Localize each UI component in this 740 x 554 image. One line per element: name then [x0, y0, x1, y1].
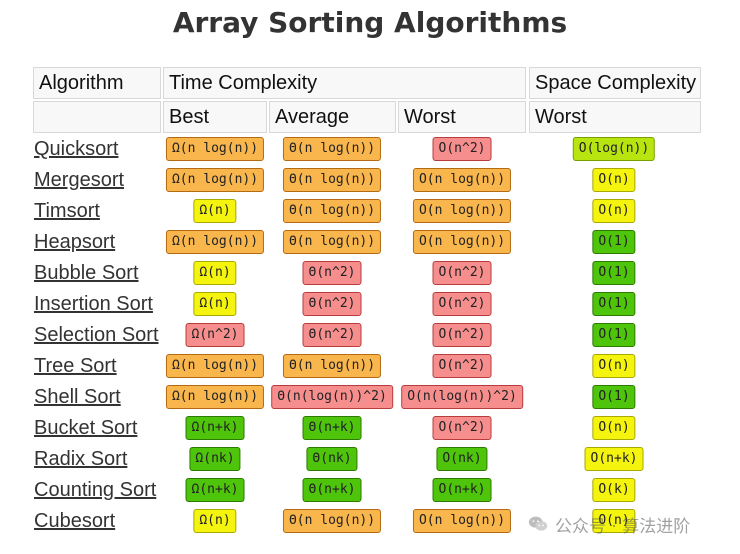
average-complexity-badge: Θ(n log(n))	[282, 354, 382, 378]
best-complexity-badge: Ω(n+k)	[185, 416, 245, 440]
worst-complexity-badge: O(n log(n))	[412, 199, 512, 223]
space-worst-complexity-badge: O(1)	[592, 385, 636, 409]
average-complexity-badge: Θ(n+k)	[302, 478, 362, 502]
worst-complexity-badge: O(n log(n))	[412, 509, 512, 533]
space-worst-complexity-badge: O(n)	[592, 509, 636, 533]
best-complexity-badge: Ω(n)	[193, 199, 237, 223]
header-space-worst-label: Worst	[535, 105, 587, 128]
header-algorithm: Algorithm	[33, 67, 161, 99]
algorithm-link[interactable]: Counting Sort	[34, 479, 157, 501]
algorithm-link[interactable]: Bubble Sort	[34, 262, 139, 284]
wechat-icon	[528, 516, 548, 531]
space-worst-complexity-badge: O(n)	[592, 354, 636, 378]
watermark-text: 公众号 · 算法进阶	[555, 516, 691, 537]
header-best-label: Best	[169, 105, 210, 128]
best-complexity-badge: Ω(n log(n))	[165, 230, 265, 254]
average-complexity-badge: Θ(n log(n))	[282, 168, 382, 192]
average-complexity-badge: Θ(n^2)	[302, 292, 362, 316]
space-worst-complexity-badge: O(k)	[592, 478, 636, 502]
algorithm-link[interactable]: Bucket Sort	[34, 417, 138, 439]
algorithm-link[interactable]: Shell Sort	[34, 386, 121, 408]
worst-complexity-badge: O(n^2)	[432, 137, 492, 161]
header-average-label: Average	[275, 105, 350, 128]
algorithm-link[interactable]: Timsort	[34, 200, 100, 222]
best-complexity-badge: Ω(n)	[193, 509, 237, 533]
best-complexity-badge: Ω(n+k)	[185, 478, 245, 502]
worst-complexity-badge: O(n log(n))	[412, 230, 512, 254]
worst-complexity-badge: O(n^2)	[432, 354, 492, 378]
header-space-complexity-label: Space Complexity	[535, 71, 697, 94]
best-complexity-badge: Ω(n)	[193, 292, 237, 316]
algorithm-link[interactable]: Quicksort	[34, 138, 119, 160]
header-space-worst: Worst	[529, 101, 701, 133]
worst-complexity-badge: O(n^2)	[432, 292, 492, 316]
watermark: 公众号 · 算法进阶	[527, 510, 727, 538]
algorithm-link[interactable]: Selection Sort	[34, 324, 159, 346]
worst-complexity-badge: O(nk)	[436, 447, 488, 471]
average-complexity-badge: Θ(n log(n))	[282, 230, 382, 254]
header-average: Average	[269, 101, 396, 133]
average-complexity-badge: Θ(n+k)	[302, 416, 362, 440]
page-title: Array Sorting Algorithms	[172, 6, 568, 39]
space-worst-complexity-badge: O(1)	[592, 323, 636, 347]
algorithm-link[interactable]: Insertion Sort	[34, 293, 153, 315]
worst-complexity-badge: O(n log(n))	[412, 168, 512, 192]
space-worst-complexity-badge: O(n)	[592, 199, 636, 223]
best-complexity-badge: Ω(nk)	[189, 447, 241, 471]
header-worst: Worst	[398, 101, 526, 133]
space-worst-complexity-badge: O(n+k)	[584, 447, 644, 471]
average-complexity-badge: Θ(nk)	[306, 447, 358, 471]
best-complexity-badge: Ω(n log(n))	[165, 385, 265, 409]
average-complexity-badge: Θ(n log(n))	[282, 199, 382, 223]
algorithm-link[interactable]: Radix Sort	[34, 448, 128, 470]
algorithm-link[interactable]: Tree Sort	[34, 355, 117, 377]
header-space-complexity: Space Complexity	[529, 67, 701, 99]
average-complexity-badge: Θ(n(log(n))^2)	[271, 385, 393, 409]
worst-complexity-badge: O(n^2)	[432, 323, 492, 347]
worst-complexity-badge: O(n+k)	[432, 478, 492, 502]
worst-complexity-badge: O(n^2)	[432, 416, 492, 440]
average-complexity-badge: Θ(n log(n))	[282, 137, 382, 161]
space-worst-complexity-badge: O(1)	[592, 261, 636, 285]
best-complexity-badge: Ω(n^2)	[185, 323, 245, 347]
space-worst-complexity-badge: O(n)	[592, 168, 636, 192]
header-worst-label: Worst	[404, 105, 456, 128]
algorithm-link[interactable]: Cubesort	[34, 510, 116, 532]
worst-complexity-badge: O(n^2)	[432, 261, 492, 285]
space-worst-complexity-badge: O(1)	[592, 292, 636, 316]
header-empty-cell	[33, 101, 161, 133]
header-time-complexity: Time Complexity	[163, 67, 526, 99]
header-best: Best	[163, 101, 267, 133]
best-complexity-badge: Ω(n)	[193, 261, 237, 285]
best-complexity-badge: Ω(n log(n))	[165, 354, 265, 378]
average-complexity-badge: Θ(n log(n))	[282, 509, 382, 533]
space-worst-complexity-badge: O(1)	[592, 230, 636, 254]
average-complexity-badge: Θ(n^2)	[302, 261, 362, 285]
header-time-complexity-label: Time Complexity	[169, 71, 318, 94]
best-complexity-badge: Ω(n log(n))	[165, 137, 265, 161]
space-worst-complexity-badge: O(log(n))	[572, 137, 656, 161]
worst-complexity-badge: O(n(log(n))^2)	[401, 385, 523, 409]
algorithm-link[interactable]: Heapsort	[34, 231, 116, 253]
best-complexity-badge: Ω(n log(n))	[165, 168, 265, 192]
algorithm-link[interactable]: Mergesort	[34, 169, 125, 191]
average-complexity-badge: Θ(n^2)	[302, 323, 362, 347]
space-worst-complexity-badge: O(n)	[592, 416, 636, 440]
header-algorithm-label: Algorithm	[39, 71, 124, 94]
